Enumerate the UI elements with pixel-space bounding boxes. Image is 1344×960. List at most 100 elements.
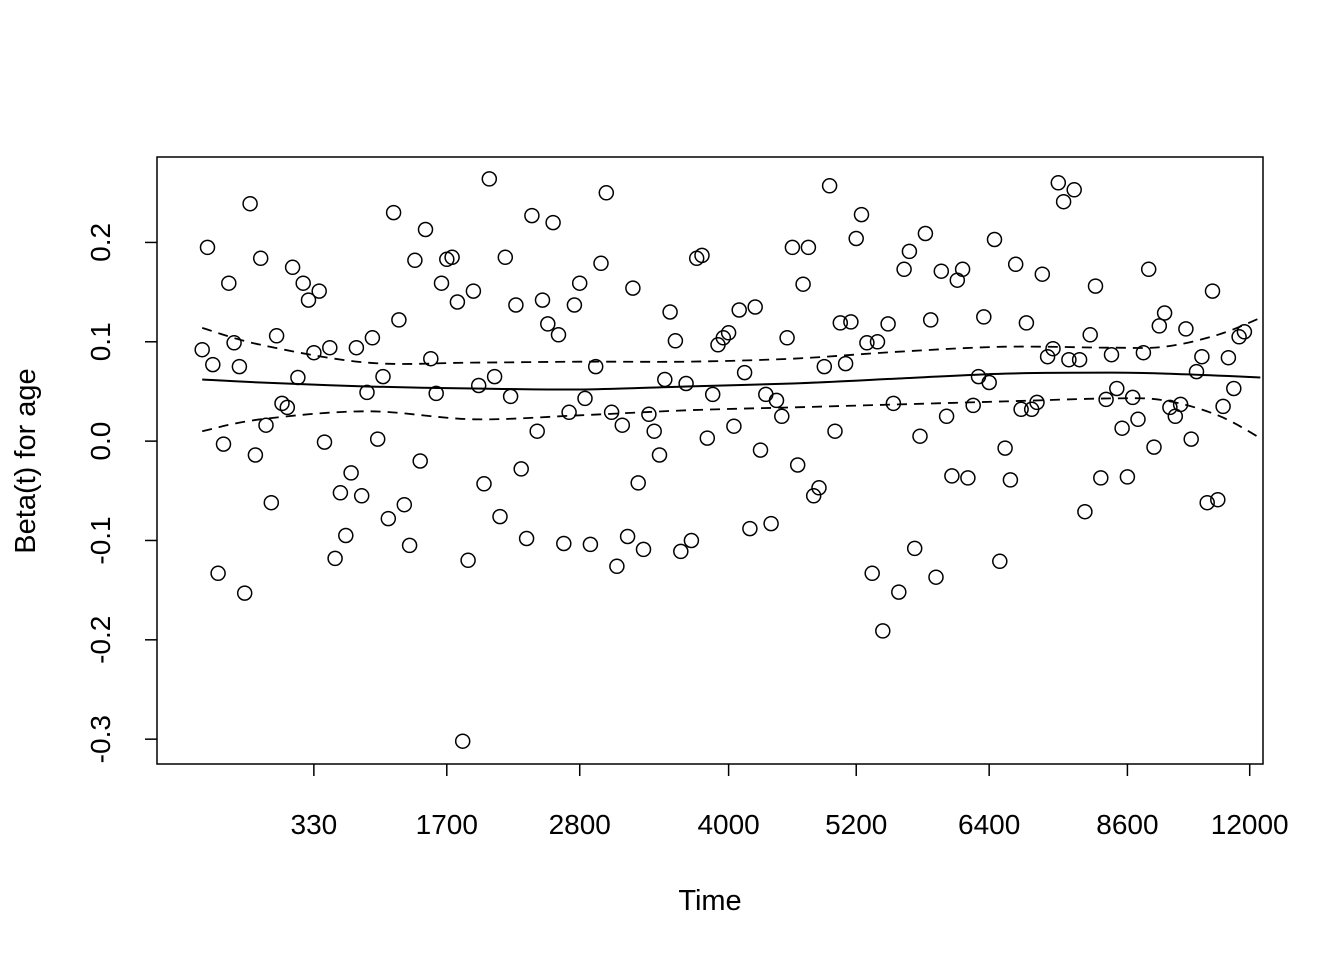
data-point <box>1039 348 1056 365</box>
data-point <box>1114 420 1130 436</box>
data-point <box>614 417 631 433</box>
data-point <box>412 453 428 469</box>
data-point <box>922 312 939 328</box>
data-point <box>428 385 444 402</box>
data-point <box>912 428 928 444</box>
data-point <box>752 442 769 458</box>
data-point <box>1226 380 1242 397</box>
data-point <box>678 375 694 392</box>
data-point <box>476 476 492 492</box>
data-point <box>673 543 689 560</box>
data-point <box>465 283 482 299</box>
data-point <box>641 406 657 423</box>
data-point <box>997 440 1013 456</box>
data-point <box>859 335 875 351</box>
data-point <box>933 263 950 279</box>
y-tick-label: 0.2 <box>85 223 116 262</box>
data-point <box>970 368 987 385</box>
data-point <box>1194 348 1210 365</box>
data-point <box>1130 411 1146 428</box>
data-point <box>348 339 365 356</box>
data-point <box>492 508 508 525</box>
y-tick-label: 0.1 <box>85 322 116 361</box>
data-point <box>449 294 466 310</box>
data-point <box>236 585 253 601</box>
data-point <box>571 275 588 291</box>
data-point <box>215 436 232 452</box>
data-point <box>540 316 556 332</box>
y-axis-label: Beta(t) for age <box>10 368 42 553</box>
data-point <box>1162 399 1178 416</box>
data-point <box>609 558 625 575</box>
data-point <box>593 255 609 272</box>
data-point <box>561 404 577 421</box>
data-point <box>566 297 583 313</box>
data-point <box>343 465 359 481</box>
data-point <box>1124 389 1141 406</box>
data-point <box>981 374 997 391</box>
x-tick-label: 5200 <box>825 809 887 840</box>
data-point <box>380 510 397 527</box>
data-point <box>1103 346 1120 363</box>
data-point <box>231 358 248 375</box>
data-point <box>853 206 870 223</box>
data-point <box>779 330 795 346</box>
data-point <box>577 390 593 407</box>
data-point <box>715 330 732 346</box>
data-point <box>625 280 641 296</box>
data-point <box>1231 329 1247 345</box>
data-point <box>502 388 519 405</box>
data-point <box>279 399 296 416</box>
data-point <box>848 230 864 247</box>
data-point <box>1061 351 1077 368</box>
y-tick-label: -0.2 <box>85 616 116 664</box>
fit-line <box>202 371 1261 391</box>
data-point <box>784 239 801 256</box>
data-point <box>407 252 423 269</box>
data-point <box>513 461 529 477</box>
data-point <box>524 207 540 224</box>
data-point <box>205 356 221 373</box>
data-point <box>1029 394 1045 411</box>
data-point <box>789 457 806 473</box>
x-tick-label: 1700 <box>416 809 478 840</box>
data-point <box>901 243 918 260</box>
y-tick-label: 0.0 <box>85 422 116 461</box>
data-point <box>534 292 551 308</box>
data-point <box>699 430 716 446</box>
data-point <box>1066 182 1082 198</box>
data-point <box>688 250 705 267</box>
data-point <box>720 325 737 341</box>
data-point <box>1055 193 1072 210</box>
data-point <box>1140 261 1157 278</box>
x-tick-label: 12000 <box>1211 809 1289 840</box>
data-point <box>375 368 391 385</box>
data-point <box>1215 398 1231 415</box>
data-point <box>635 541 652 558</box>
data-point <box>811 480 827 496</box>
data-point <box>353 488 370 504</box>
data-point <box>928 569 944 585</box>
data-point <box>1082 327 1098 343</box>
data-point <box>1087 278 1104 294</box>
data-point <box>1071 351 1088 368</box>
data-point <box>268 328 285 344</box>
data-point <box>805 488 822 504</box>
data-point <box>1146 439 1162 455</box>
data-point <box>194 341 210 358</box>
data-point <box>1034 266 1051 282</box>
data-point <box>651 447 668 463</box>
data-point <box>837 355 854 372</box>
data-point <box>529 423 545 439</box>
data-point <box>662 304 678 320</box>
data-point <box>630 475 646 491</box>
data-points <box>194 171 1253 749</box>
plot-box <box>156 156 1264 765</box>
data-point <box>322 339 338 356</box>
data-point <box>885 395 902 412</box>
data-point <box>295 275 311 291</box>
data-point <box>226 335 242 351</box>
data-point <box>545 214 561 231</box>
y-tick-label: -0.3 <box>85 715 116 763</box>
data-point <box>221 275 237 291</box>
